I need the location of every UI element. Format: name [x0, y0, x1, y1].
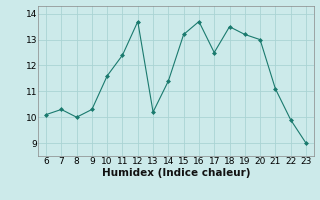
X-axis label: Humidex (Indice chaleur): Humidex (Indice chaleur) [102, 168, 250, 178]
